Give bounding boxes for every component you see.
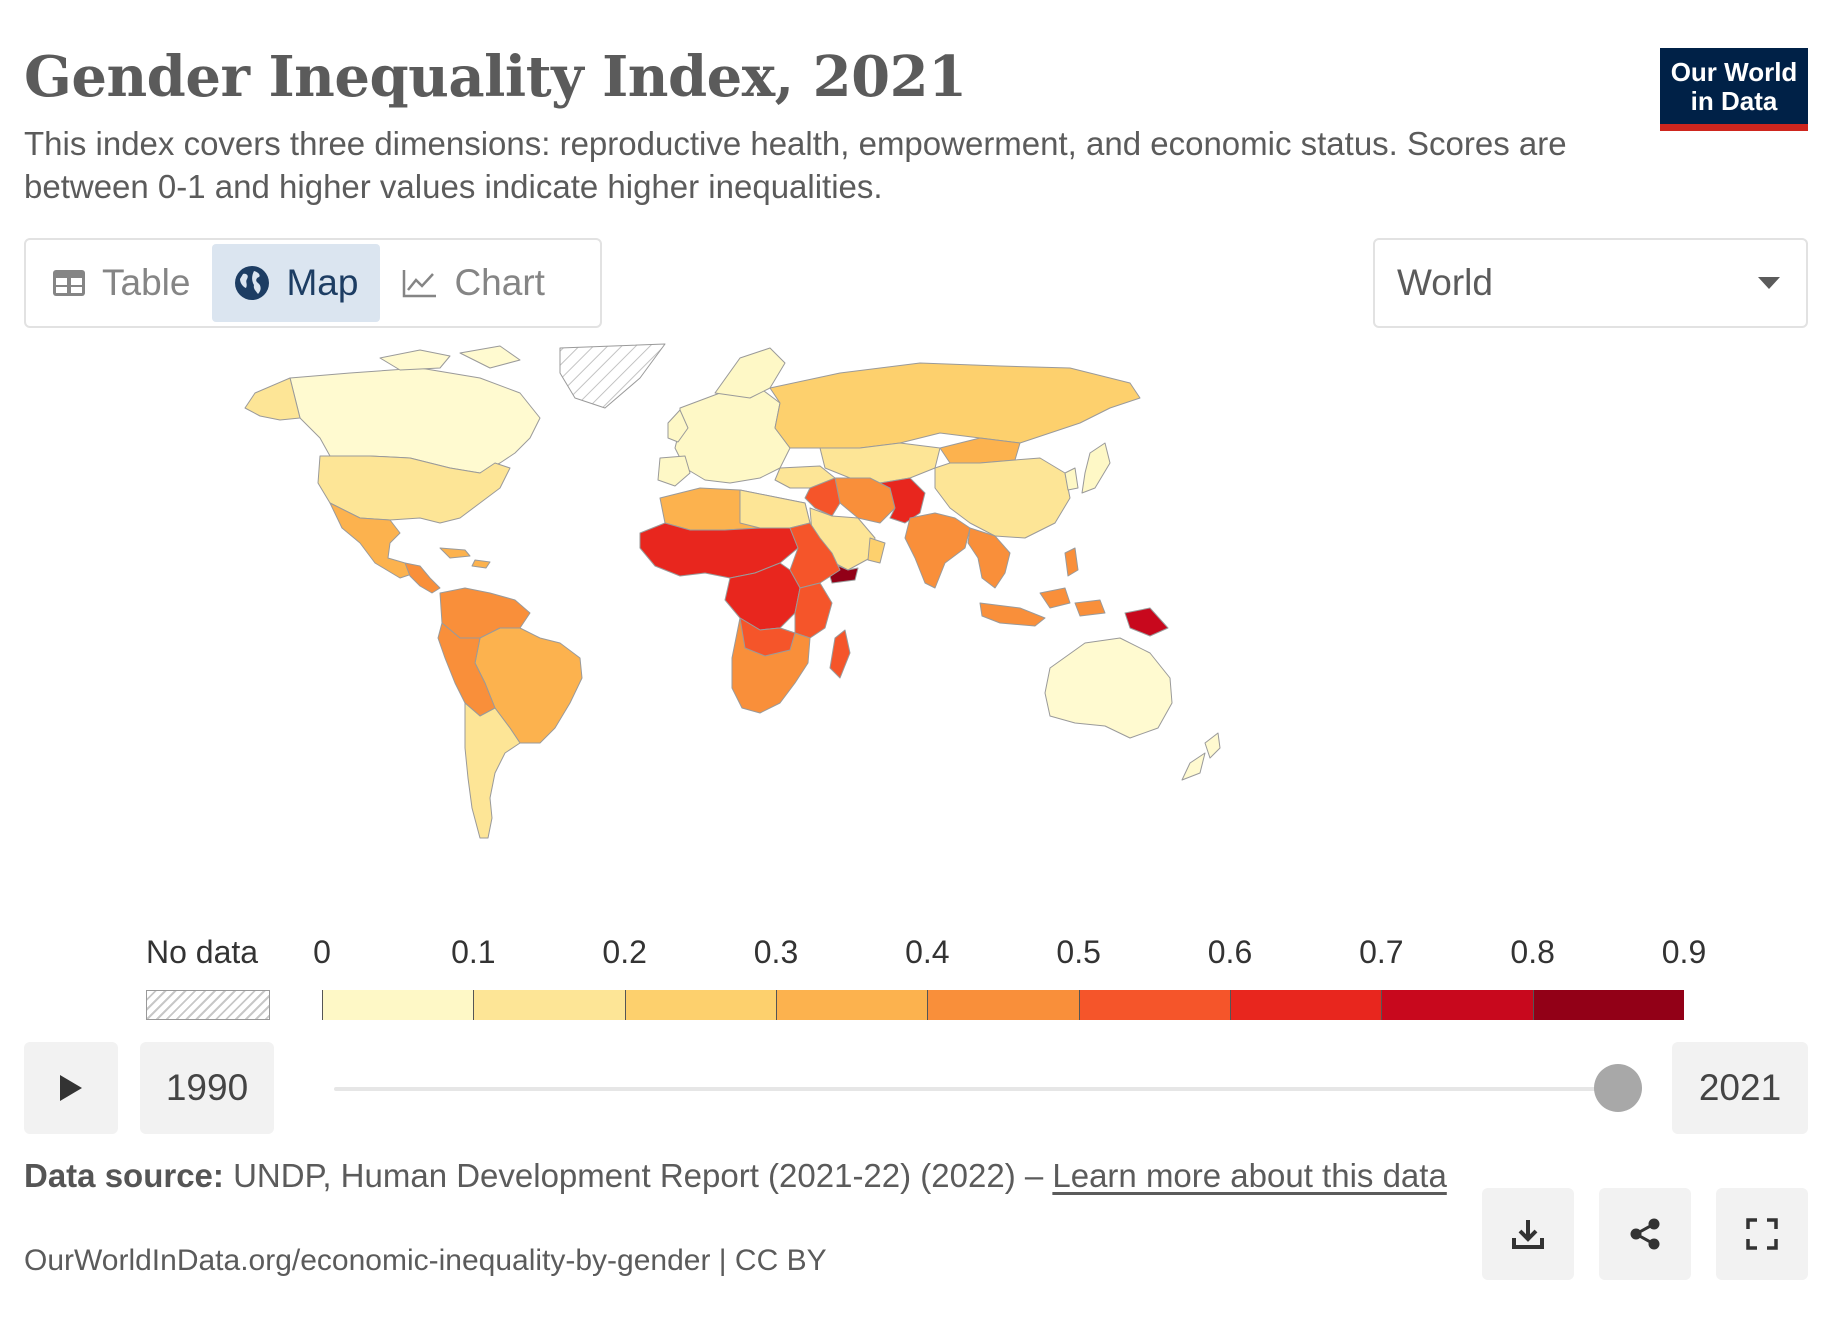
download-button[interactable] bbox=[1482, 1188, 1574, 1280]
table-icon bbox=[53, 270, 85, 296]
southern-cone[interactable] bbox=[464, 702, 521, 839]
chevron-down-icon bbox=[1758, 277, 1780, 289]
play-icon bbox=[60, 1075, 82, 1101]
source-url[interactable]: OurWorldInData.org/economic-inequality-b… bbox=[24, 1244, 827, 1277]
japan[interactable] bbox=[1081, 442, 1111, 494]
madagascar[interactable] bbox=[829, 629, 851, 679]
view-tabs: Table Map Chart bbox=[24, 238, 602, 328]
united-kingdom[interactable] bbox=[667, 409, 689, 443]
no-data-swatch bbox=[146, 990, 270, 1020]
source-text: UNDP, Human Development Report (2021-22)… bbox=[233, 1157, 1053, 1194]
tab-chart-label: Chart bbox=[454, 262, 545, 303]
canada-islands[interactable] bbox=[379, 345, 521, 371]
australia[interactable] bbox=[1044, 637, 1173, 739]
legend-tick: 0.4 bbox=[905, 934, 950, 970]
china[interactable] bbox=[934, 457, 1071, 539]
caribbean[interactable] bbox=[439, 547, 491, 569]
chart-subtitle: This index covers three dimensions: repr… bbox=[24, 125, 1567, 205]
share-icon bbox=[1630, 1218, 1660, 1250]
tab-chart[interactable]: Chart bbox=[380, 244, 566, 322]
legend-bin[interactable] bbox=[1532, 990, 1684, 1020]
legend-bin[interactable] bbox=[776, 990, 928, 1020]
greenland[interactable] bbox=[559, 343, 666, 409]
india[interactable] bbox=[904, 512, 971, 589]
southeast-asia[interactable] bbox=[967, 527, 1011, 589]
fullscreen-button[interactable] bbox=[1716, 1188, 1808, 1280]
central-america[interactable] bbox=[404, 562, 441, 594]
russia[interactable] bbox=[769, 362, 1141, 449]
legend-tick: 0.5 bbox=[1056, 934, 1101, 970]
central-asia[interactable] bbox=[819, 442, 941, 484]
chart-title: Gender Inequality Index, 2021 bbox=[24, 44, 967, 110]
legend-tick: 0.9 bbox=[1661, 934, 1707, 970]
iberia[interactable] bbox=[657, 455, 691, 487]
legend-tick: 0 bbox=[313, 934, 331, 970]
tab-table[interactable]: Table bbox=[30, 244, 212, 322]
legend-tick: 0.8 bbox=[1510, 934, 1555, 970]
europe[interactable] bbox=[674, 387, 791, 484]
legend-bin[interactable] bbox=[322, 990, 474, 1020]
papua-new-guinea[interactable] bbox=[1124, 607, 1169, 637]
learn-more-link[interactable]: Learn more about this data bbox=[1052, 1157, 1447, 1194]
legend-bin[interactable] bbox=[1381, 990, 1533, 1020]
legend-bin[interactable] bbox=[1230, 990, 1382, 1020]
zambia-region[interactable] bbox=[739, 617, 796, 657]
legend-tick: 0.2 bbox=[602, 934, 647, 970]
korea[interactable] bbox=[1064, 467, 1079, 491]
horn-of-africa[interactable] bbox=[789, 522, 841, 589]
owid-logo[interactable]: Our World in Data bbox=[1660, 48, 1808, 130]
scandinavia[interactable] bbox=[714, 347, 786, 399]
canada[interactable] bbox=[289, 367, 541, 474]
legend-tick: 0.6 bbox=[1207, 934, 1253, 970]
timeline-handle[interactable] bbox=[1594, 1064, 1642, 1112]
alaska[interactable] bbox=[244, 377, 301, 421]
logo-line-1: Our World bbox=[1670, 57, 1798, 87]
egypt-libya[interactable] bbox=[739, 489, 811, 529]
timeline-track[interactable] bbox=[334, 1087, 1618, 1091]
timeline-end-year[interactable]: 2021 bbox=[1672, 1042, 1808, 1134]
indonesia[interactable] bbox=[979, 587, 1106, 627]
play-button[interactable] bbox=[24, 1042, 118, 1134]
iran[interactable] bbox=[834, 477, 896, 524]
legend-tick: 0.7 bbox=[1359, 934, 1404, 970]
logo-line-2: in Data bbox=[1690, 86, 1778, 116]
world-map[interactable] bbox=[120, 338, 1520, 908]
source-prefix: Data source: bbox=[24, 1157, 224, 1194]
afghanistan-pakistan[interactable] bbox=[879, 477, 926, 524]
east-africa[interactable] bbox=[794, 582, 833, 639]
legend-tick: 0.3 bbox=[753, 934, 799, 970]
timeline-start-year[interactable]: 1990 bbox=[140, 1042, 274, 1134]
globe-icon bbox=[235, 266, 270, 300]
legend-bin[interactable] bbox=[473, 990, 625, 1020]
tab-table-label: Table bbox=[102, 262, 191, 303]
region-select-value: World bbox=[1397, 262, 1493, 303]
tab-map-label: Map bbox=[286, 262, 359, 303]
no-data-label: No data bbox=[146, 934, 259, 970]
region-select[interactable]: World bbox=[1373, 238, 1808, 328]
logo-underline bbox=[1660, 124, 1808, 131]
philippines[interactable] bbox=[1064, 547, 1079, 577]
map-legend: No data 0 0.1 0.2 0.3 0.4 0.5 0.6 0.7 0.8 0.9 bbox=[0, 930, 1836, 1030]
download-icon bbox=[1512, 1220, 1544, 1249]
fullscreen-icon bbox=[1746, 1218, 1778, 1250]
legend-bin[interactable] bbox=[1078, 990, 1230, 1020]
data-source: Data source: UNDP, Human Development Rep… bbox=[24, 1156, 1454, 1196]
oman[interactable] bbox=[867, 537, 886, 564]
legend-bin[interactable] bbox=[927, 990, 1079, 1020]
legend-bin[interactable] bbox=[624, 990, 776, 1020]
new-zealand[interactable] bbox=[1181, 732, 1221, 781]
tab-map[interactable]: Map bbox=[212, 244, 381, 322]
line-chart-icon bbox=[403, 270, 437, 298]
legend-tick: 0.1 bbox=[451, 934, 496, 970]
share-button[interactable] bbox=[1599, 1188, 1691, 1280]
mongolia[interactable] bbox=[939, 437, 1021, 464]
